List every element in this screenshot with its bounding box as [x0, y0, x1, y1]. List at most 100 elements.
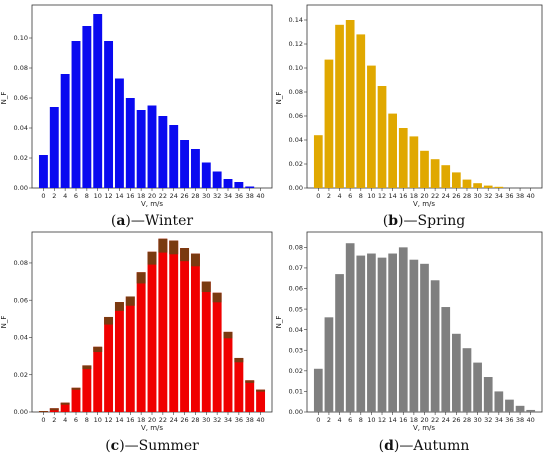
panel-b-bar — [430, 159, 440, 188]
panel-d-letter: d — [384, 438, 394, 454]
panel-d-caption: (d)—Autumn — [379, 438, 470, 454]
panel-b-xtick-label: 40 — [527, 192, 535, 200]
panel-c-bar-cap — [169, 240, 179, 255]
panel-c-ytick-label: 0.06 — [14, 296, 28, 304]
panel-a-bar — [104, 41, 114, 188]
panel-b-bar — [367, 65, 376, 188]
panel-a-bar — [93, 14, 103, 188]
panel-c-xtick-label: 4 — [63, 416, 67, 424]
panel-c-xtick-label: 8 — [85, 416, 89, 424]
panel-b-xtick-label: 20 — [420, 192, 428, 200]
panel-d-plot: 0.000.010.020.030.040.050.060.070.080 2 4 6… — [289, 243, 536, 424]
panel-c-xtick-label: 10 — [94, 416, 102, 424]
panel-c-bar — [125, 296, 135, 412]
panel-c-xtick-label: 18 — [137, 416, 145, 424]
panel-a-xtick-label: 16 — [126, 192, 134, 200]
panel-d-xtick-label: 18 — [410, 416, 418, 424]
panel-d-bar — [526, 409, 536, 412]
panel-a-plot: 0.000.020.040.060.080.100 2 4 6 8 10 12 14 16 18 2… — [14, 14, 265, 200]
panel-a-bar — [190, 149, 200, 188]
panel-a-xtick-label: 6 — [74, 192, 78, 200]
panel-d-bar — [420, 263, 429, 412]
panel-c-bar — [147, 251, 157, 412]
panel-c-letter: c — [111, 438, 120, 454]
panel-c-name: —Summer — [125, 438, 199, 454]
panel-d-bar — [483, 377, 493, 412]
panel-a-xtick-label: 22 — [159, 192, 167, 200]
panel-d-ytick-label: 0.00 — [289, 408, 303, 416]
panel-b-bar — [356, 34, 366, 189]
panel-b-bar — [462, 179, 472, 188]
panel-b-bar — [483, 185, 493, 188]
panel-c-bar — [190, 253, 200, 412]
panel-a-ytick-label: 0.02 — [14, 154, 28, 162]
panel-c-xtick-label: 32 — [213, 416, 221, 424]
panel-b-ytick-label: 0.06 — [289, 112, 303, 120]
panel-a-bar — [234, 182, 244, 188]
panel-d-bar — [367, 253, 376, 412]
panel-a-xtick-label: 40 — [256, 192, 264, 200]
panel-a-xtick-label: 36 — [235, 192, 243, 200]
panel-a-ylabel: N_F — [0, 92, 8, 105]
panel-c-bar — [60, 402, 70, 412]
panel-d-bar — [356, 255, 366, 412]
panel-b-xtick-label: 26 — [452, 192, 460, 200]
panel-d-xtick-label: 12 — [378, 416, 386, 424]
panel-d-xtick-label: 20 — [420, 416, 428, 424]
panel-b-xtick-label: 38 — [516, 192, 524, 200]
panel-c-ytick-label: 0.02 — [14, 371, 28, 379]
panel-d-xtick-label: 28 — [463, 416, 471, 424]
panel-c-bar-cap — [38, 411, 48, 412]
panel-a-xtick-label: 18 — [137, 192, 145, 200]
panel-c-bar-cap — [49, 408, 59, 411]
panel-d-bar — [335, 274, 344, 412]
panel-a-xtick-label: 28 — [191, 192, 199, 200]
panel-a-bar — [180, 140, 190, 188]
panel-b-bar — [313, 135, 323, 188]
panel-d-xtick-label: 32 — [484, 416, 492, 424]
panel-a-bar — [71, 41, 81, 188]
panel-c-bar-cap — [104, 316, 114, 325]
panel-c-bar — [114, 302, 124, 412]
panel-c-xlabel: V, m/s — [141, 424, 163, 432]
panel-a-bar — [114, 78, 124, 188]
panel-c-xtick-label: 40 — [256, 416, 264, 424]
panel-d-bar — [462, 348, 472, 412]
panel-b-xtick-label: 16 — [399, 192, 407, 200]
panel-a-bar — [245, 186, 255, 188]
panel-d-ytick-label: 0.01 — [289, 388, 303, 396]
panel-b-xtick-label: 10 — [367, 192, 375, 200]
panel-d-bar — [473, 362, 482, 412]
panel-d-ytick-label: 0.03 — [289, 346, 303, 354]
panel-a-xtick-label: 20 — [148, 192, 156, 200]
panel-b-ytick-label: 0.00 — [289, 184, 303, 192]
panel-d-name: —Autumn — [399, 438, 469, 454]
panel-c-bar-cap — [125, 296, 135, 306]
panel-c-bar — [136, 272, 146, 412]
panel-a-bar — [49, 107, 59, 188]
panel-a-xtick-label: 0 — [41, 192, 45, 200]
panel-a-name: —Winter — [131, 213, 194, 229]
panel-c-bar — [104, 316, 114, 412]
panel-c-xtick-label: 30 — [202, 416, 210, 424]
panel-b-bar — [345, 20, 355, 188]
panel-b-letter: b — [388, 213, 398, 229]
panel-c-bar-cap — [234, 357, 244, 363]
panel-d-xtick-label: 30 — [473, 416, 481, 424]
panel-b-bar — [420, 150, 429, 188]
panel-c-plot: 0.000.020.040.060.080 2 4 6 8 10 12 14 16 18 20 22 2… — [14, 238, 266, 424]
panel-c-bar-cap — [158, 238, 168, 253]
panel-d-bar — [430, 280, 440, 412]
panel-b-bar — [324, 59, 334, 188]
panel-c-xtick-label: 34 — [224, 416, 232, 424]
panel-b-ytick-label: 0.02 — [289, 160, 303, 168]
panel-c-bar — [82, 365, 92, 412]
panel-a-xtick-label: 4 — [63, 192, 67, 200]
panel-b-bar — [335, 24, 344, 188]
panel-c-bar — [169, 240, 179, 412]
panel-d-ylabel: N_F — [275, 316, 283, 329]
panel-d-bar — [409, 259, 419, 412]
panel-c-bar — [201, 281, 211, 412]
panel-d-bar — [377, 257, 387, 412]
